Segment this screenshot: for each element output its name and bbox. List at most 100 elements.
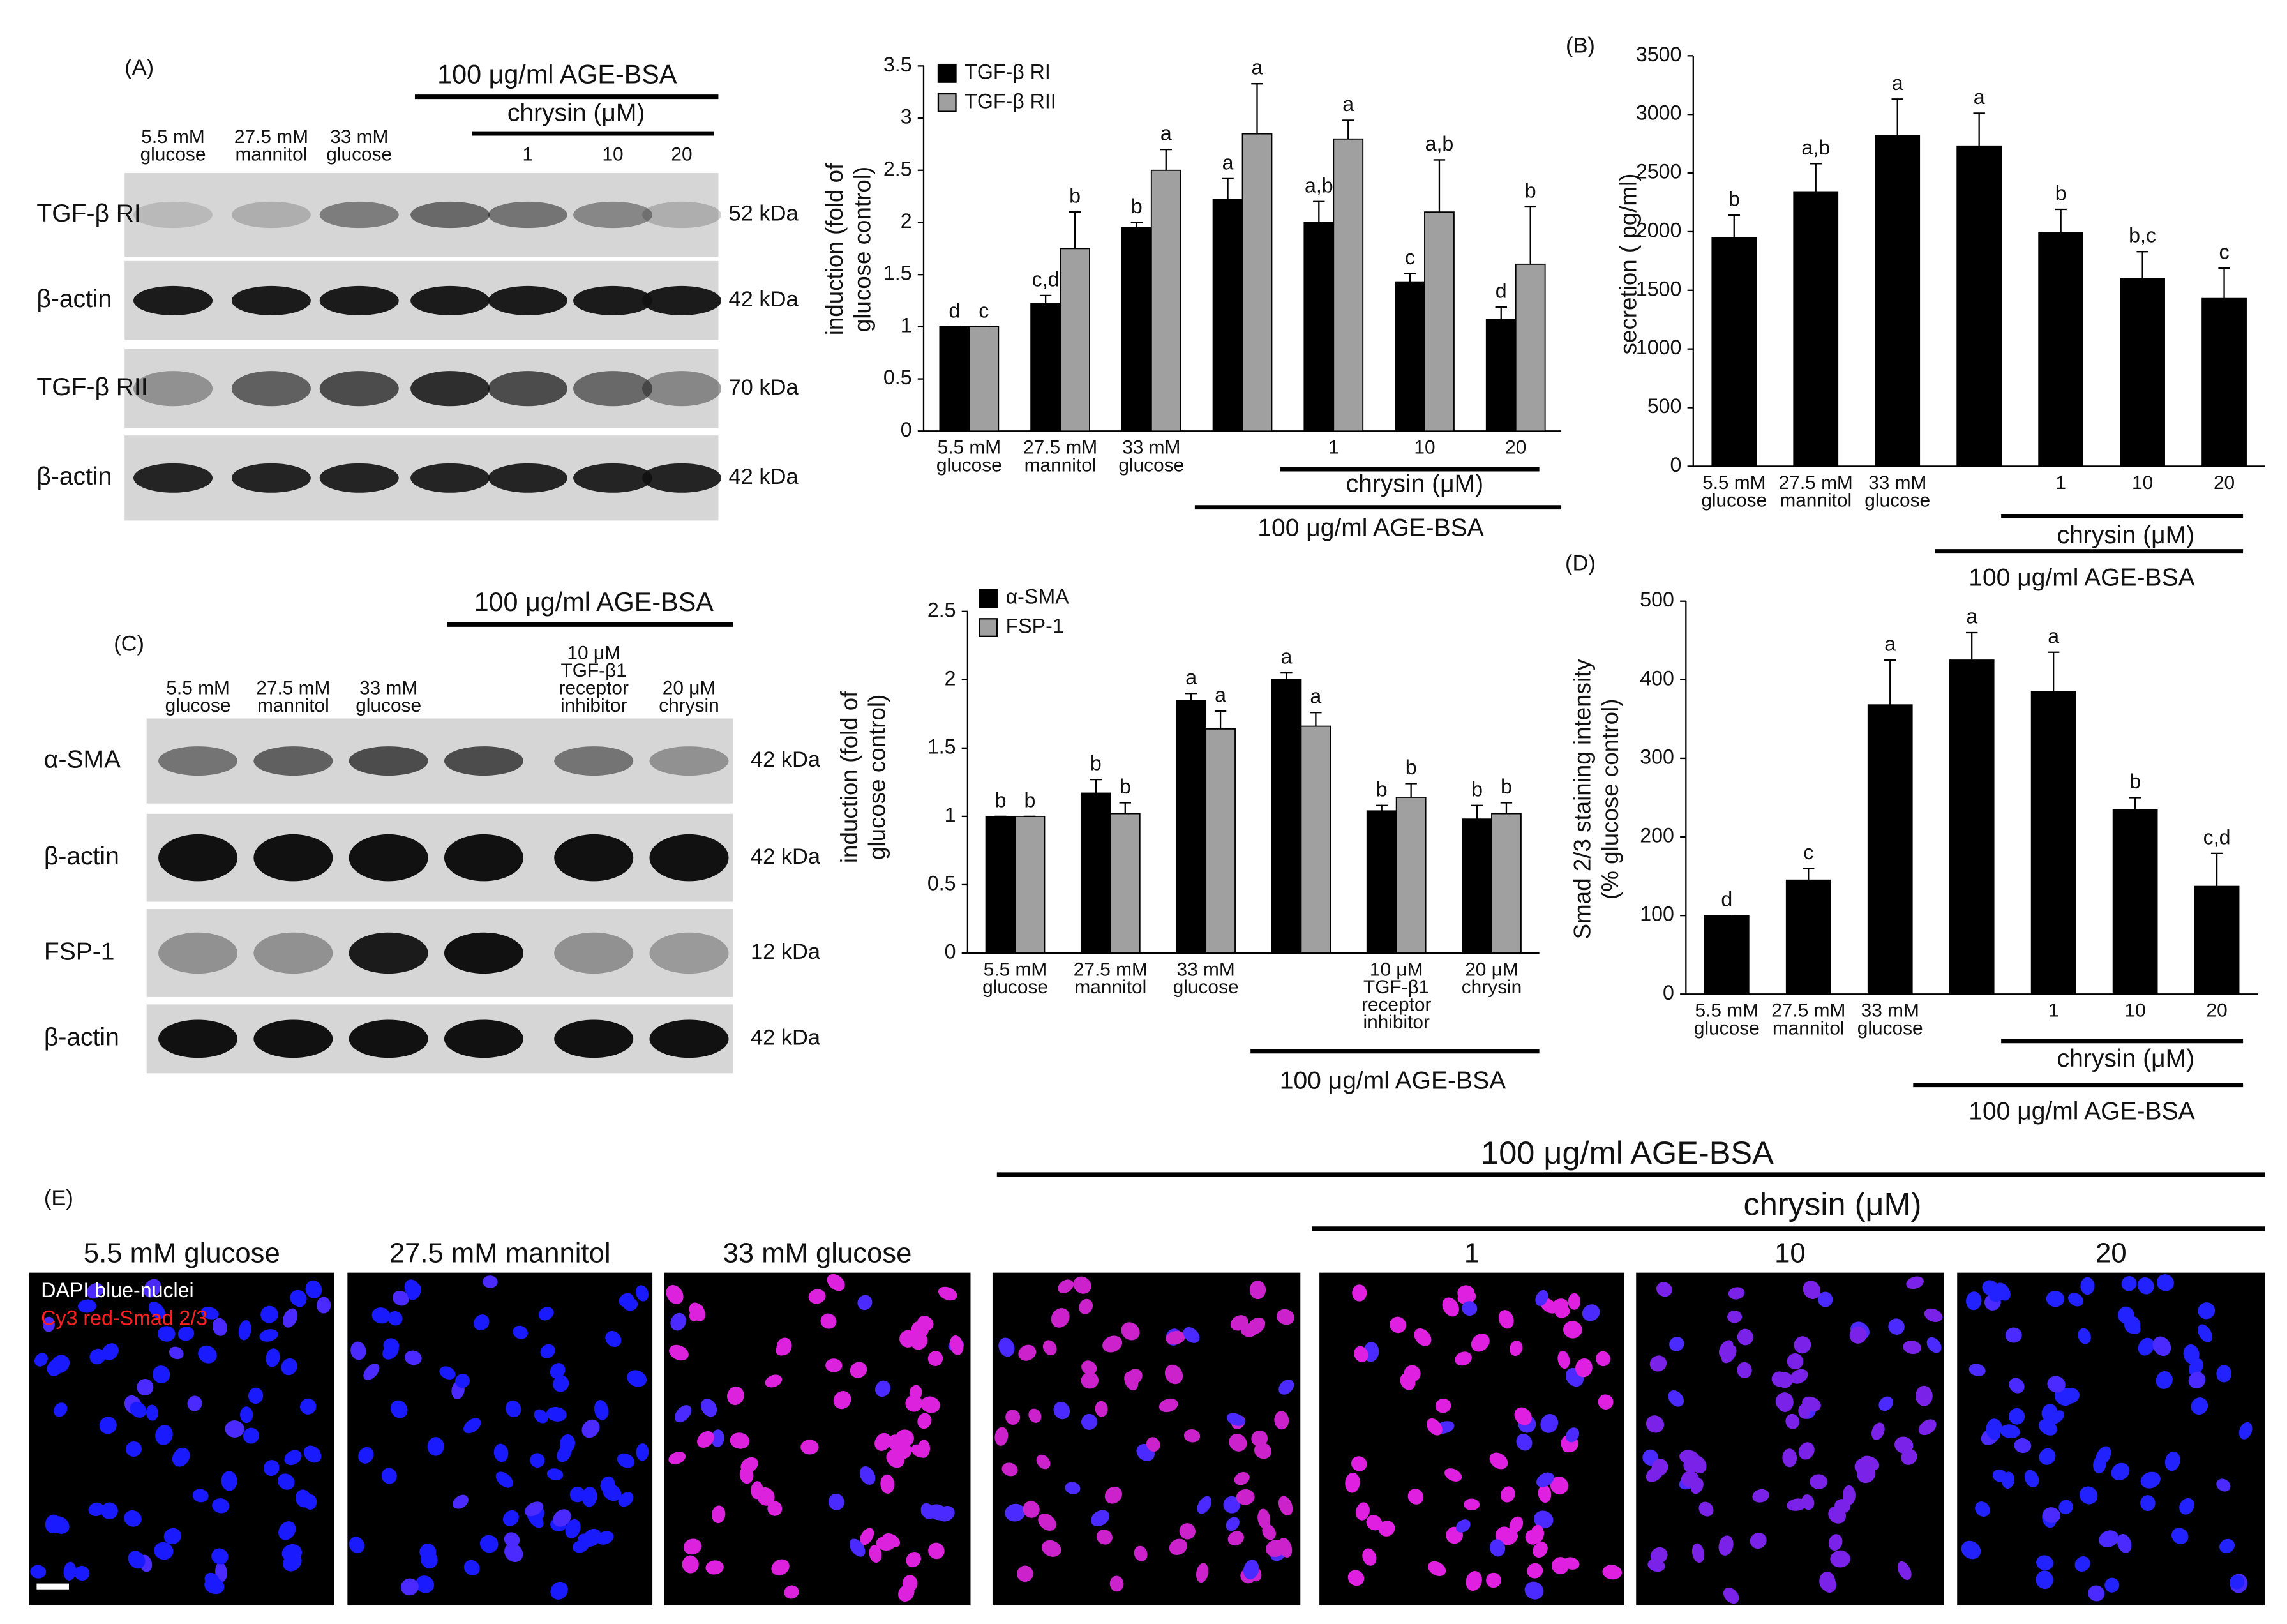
nucleus: [172, 1447, 190, 1467]
nucleus: [546, 1406, 567, 1422]
nucleus: [1803, 1281, 1821, 1300]
nucleus: [800, 1440, 819, 1455]
lane-label: chrysin: [659, 695, 719, 716]
nucleus: [53, 1402, 68, 1417]
x-tick-label: 33 mM: [1868, 472, 1926, 493]
lane-label: 5.5 mM: [166, 677, 230, 698]
nucleus: [1750, 1532, 1767, 1549]
nucleus: [238, 1320, 251, 1341]
error-bar: [1130, 222, 1143, 228]
nucleus: [1550, 1476, 1568, 1495]
bar: [985, 815, 1016, 954]
significance-letter: a: [1222, 151, 1234, 174]
blot-band: [158, 834, 238, 882]
x-tick-label: 5.5 mM: [984, 959, 1047, 980]
significance-letter: c: [979, 299, 989, 322]
nucleus: [635, 1285, 649, 1302]
nucleus: [192, 1489, 209, 1503]
nucleus: [1647, 1559, 1665, 1572]
nucleus: [420, 1550, 438, 1569]
nucleus: [300, 1398, 317, 1415]
nucleus: [1691, 1543, 1705, 1563]
nucleus: [1668, 1390, 1684, 1407]
nucleus: [1798, 1442, 1815, 1460]
nucleus: [1533, 1542, 1548, 1558]
nucleus: [212, 1498, 230, 1514]
nucleus: [675, 1405, 692, 1423]
lane-label: 33 mM: [330, 126, 388, 147]
nucleus: [895, 1443, 912, 1459]
x-tick-label: glucose: [1173, 977, 1239, 998]
nucleus: [2171, 1528, 2189, 1544]
y-axis-label: Smad 2/3 staining intensity: [1569, 659, 1595, 940]
nucleus: [1226, 1413, 1245, 1426]
lane-label: 1: [523, 144, 534, 165]
nucleus: [1435, 1398, 1451, 1413]
nucleus: [74, 1565, 90, 1581]
y-tick-label: 1500: [1636, 277, 1682, 300]
nucleus: [382, 1343, 399, 1360]
nucleus: [400, 1578, 419, 1596]
nucleus: [1737, 1328, 1753, 1346]
x-tick-label: glucose: [1864, 490, 1930, 511]
nucleus: [2036, 1555, 2054, 1570]
x-tick-label: 33 mM: [1861, 1000, 1919, 1021]
x-tick-label: mannitol: [1024, 455, 1097, 476]
x-tick-label: glucose: [982, 977, 1048, 998]
nucleus: [1683, 1457, 1699, 1473]
nucleus: [1524, 1581, 1544, 1600]
y-tick-label: 200: [1640, 824, 1674, 847]
nucleus: [1986, 1424, 2000, 1440]
nucleus: [1563, 1321, 1582, 1339]
y-tick-label: 0.5: [883, 366, 912, 389]
legend-label: α-SMA: [1006, 585, 1069, 608]
panel-label: (E): [44, 1186, 73, 1210]
bar: [1949, 659, 1995, 995]
nucleus: [2068, 1293, 2083, 1307]
nucleus: [453, 1494, 469, 1509]
nucleus: [1278, 1379, 1294, 1395]
nucleus: [1251, 1430, 1268, 1447]
nucleus: [1243, 1560, 1259, 1580]
nucleus: [1538, 1484, 1552, 1503]
nucleus: [1407, 1489, 1424, 1505]
error-bar: [1313, 200, 1325, 223]
nucleus: [1582, 1304, 1600, 1321]
nucleus: [1888, 1318, 1905, 1335]
scale-bar: [36, 1583, 69, 1590]
nucleus: [619, 1293, 634, 1307]
nucleus: [1510, 1341, 1523, 1357]
nucleus: [1455, 1519, 1471, 1533]
nucleus: [627, 1370, 647, 1387]
nucleus: [705, 1560, 724, 1575]
micrograph-title: 10: [1774, 1238, 1806, 1269]
size-label: 42 kDa: [751, 748, 821, 772]
significance-letter: b: [1728, 188, 1740, 211]
nucleus: [225, 1420, 244, 1438]
significance-letter: b: [1090, 752, 1102, 775]
nucleus: [137, 1379, 154, 1396]
nucleus: [1018, 1344, 1037, 1361]
nucleus: [124, 1510, 142, 1527]
nucleus: [1782, 1448, 1797, 1468]
nucleus: [820, 1313, 837, 1329]
nucleus: [243, 1427, 259, 1444]
nucleus: [909, 1385, 922, 1401]
nucleus: [130, 1401, 147, 1418]
nucleus: [1915, 1385, 1933, 1406]
nucleus: [1183, 1429, 1201, 1443]
x-tick-label: 27.5 mM: [1771, 1000, 1845, 1021]
nucleus: [2005, 1327, 2022, 1343]
blot-strip: [146, 813, 733, 902]
nucleus: [524, 1501, 543, 1517]
x-tick-label: 10 μM: [1370, 959, 1423, 980]
nucleus: [1509, 1516, 1524, 1533]
nucleus: [407, 1283, 421, 1300]
nucleus: [350, 1341, 366, 1360]
nucleus: [363, 1364, 380, 1380]
x-tick-label: 20 μM: [1465, 959, 1518, 980]
nucleus: [1274, 1411, 1289, 1430]
nucleus: [1079, 1298, 1093, 1314]
nucleus: [1081, 1413, 1097, 1430]
blot-band: [319, 285, 399, 315]
